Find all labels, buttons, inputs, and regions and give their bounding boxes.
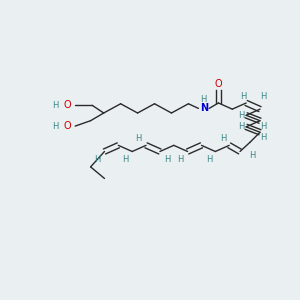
Text: H: H bbox=[164, 155, 171, 164]
Text: H: H bbox=[94, 155, 101, 164]
Text: H: H bbox=[201, 94, 207, 103]
Text: H: H bbox=[249, 151, 256, 160]
Text: H: H bbox=[52, 122, 59, 130]
Text: H: H bbox=[220, 134, 226, 143]
Text: O: O bbox=[64, 100, 71, 110]
Text: H: H bbox=[177, 155, 183, 164]
Text: H: H bbox=[238, 122, 245, 131]
Text: H: H bbox=[260, 133, 266, 142]
Text: H: H bbox=[206, 155, 212, 164]
Text: H: H bbox=[122, 155, 128, 164]
Text: O: O bbox=[214, 79, 222, 89]
Text: H: H bbox=[260, 122, 266, 130]
Text: H: H bbox=[240, 92, 246, 100]
Text: H: H bbox=[52, 101, 59, 110]
Text: H: H bbox=[135, 134, 142, 143]
Text: O: O bbox=[64, 121, 71, 131]
Text: H: H bbox=[238, 111, 245, 120]
Text: H: H bbox=[260, 92, 266, 100]
Text: N: N bbox=[200, 103, 208, 113]
